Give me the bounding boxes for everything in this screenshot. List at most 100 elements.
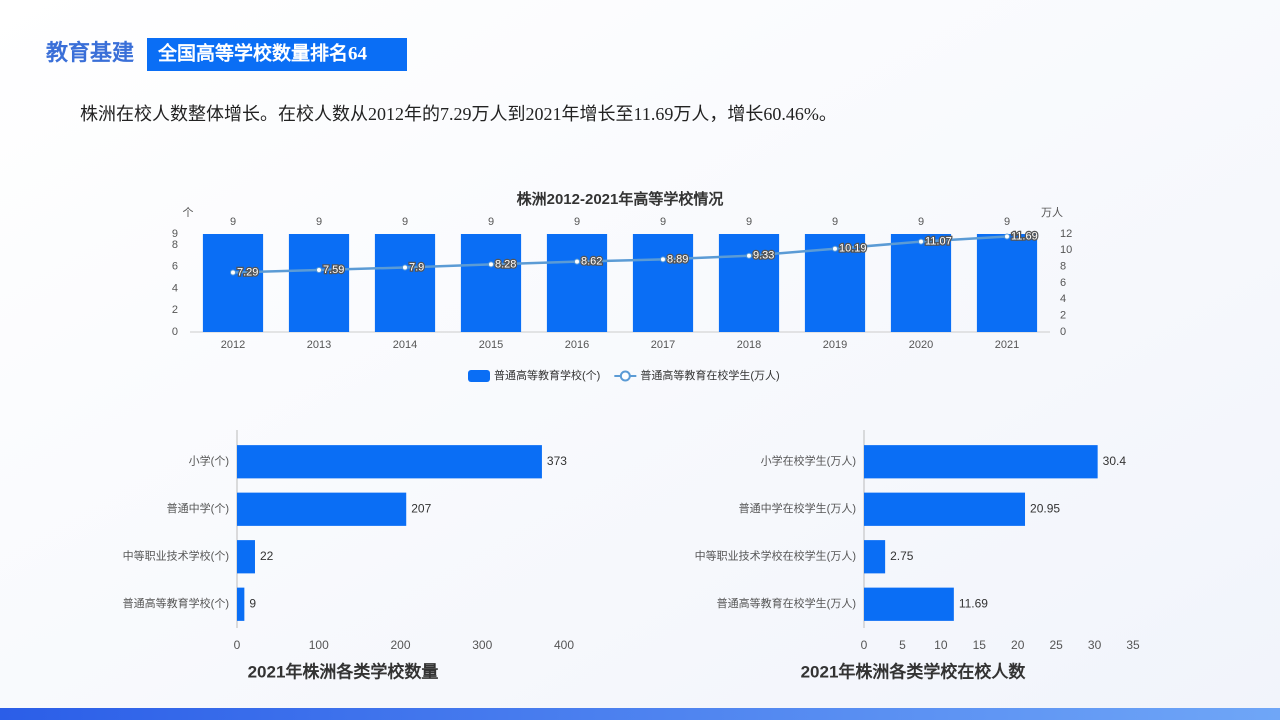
x-tick-label: 2013: [307, 339, 331, 351]
footer-bar: [0, 708, 1280, 720]
bar-value-label: 30.4: [1103, 454, 1127, 468]
x-tick-label: 2020: [909, 339, 933, 351]
y2-tick-label: 0: [1060, 326, 1066, 338]
bar: [864, 587, 954, 621]
bar: [237, 540, 255, 574]
bar: [632, 234, 694, 332]
x-tick-label: 0: [234, 638, 241, 652]
y-tick-label: 6: [172, 261, 178, 273]
page-title: 全国高等学校数量排名64: [157, 41, 368, 64]
line-marker: [1004, 233, 1010, 240]
line-marker: [230, 269, 236, 276]
section-label: 教育基建: [46, 40, 134, 65]
bar: [864, 445, 1098, 479]
x-tick-label: 2012: [221, 339, 245, 351]
y2-tick-label: 4: [1060, 293, 1066, 305]
x-tick-label: 2021: [995, 339, 1019, 351]
line-marker: [832, 245, 838, 252]
y-tick-label: 中等职业技术学校在校学生(万人): [695, 549, 856, 563]
description: 株洲在校人数整体增长。在校人数从2012年的7.29万人到2021年增长至11.…: [80, 104, 837, 124]
legend-marker: [619, 370, 631, 382]
bar: [374, 234, 436, 332]
y-tick-label: 中等职业技术学校(个): [123, 549, 229, 563]
bar-value-label: 9: [249, 596, 256, 610]
line-value-label: 11.07: [925, 236, 952, 248]
y-tick-label: 普通中学在校学生(万人): [739, 501, 856, 515]
x-tick-label: 5: [899, 638, 906, 652]
chart-title: 株洲2012-2021年高等学校情况: [517, 190, 724, 208]
bar: [237, 492, 407, 526]
y2-tick-label: 2: [1060, 310, 1066, 322]
bar: [237, 445, 542, 479]
line-value-label: 7.59: [323, 264, 344, 276]
y-axis-unit: 个: [183, 206, 194, 219]
legend-label: 普通高等教育学校(个): [494, 368, 600, 382]
bar-value-label: 9: [918, 216, 924, 228]
bar-value-label: 22: [260, 549, 274, 563]
y-tick-label: 4: [172, 282, 178, 294]
x-tick-label: 2018: [737, 339, 761, 351]
legend-label: 普通高等教育在校学生(万人): [640, 368, 779, 382]
legend-marker: [468, 370, 490, 382]
x-tick-label: 15: [973, 638, 987, 652]
bar: [890, 234, 952, 332]
bar: [864, 492, 1026, 526]
bar-value-label: 9: [746, 216, 752, 228]
line-marker: [918, 238, 924, 245]
line-marker: [660, 256, 666, 263]
x-tick-label: 100: [309, 638, 329, 652]
bar-value-label: 11.69: [959, 596, 988, 610]
y-tick-label: 普通中学(个): [167, 501, 229, 515]
x-tick-label: 200: [390, 638, 410, 652]
y-tick-label: 8: [172, 239, 178, 251]
line-marker: [402, 264, 408, 271]
y2-axis-unit: 万人: [1041, 206, 1063, 219]
bar: [718, 234, 780, 332]
line-value-label: 8.62: [581, 256, 602, 268]
bar: [202, 234, 264, 332]
line-marker: [574, 258, 580, 265]
x-tick-label: 25: [1049, 638, 1063, 652]
title-box: [147, 38, 407, 71]
x-tick-label: 10: [934, 638, 948, 652]
x-tick-label: 20: [1011, 638, 1025, 652]
bar-value-label: 9: [316, 216, 322, 228]
x-tick-label: 2016: [565, 339, 589, 351]
x-tick-label: 0: [861, 638, 868, 652]
y-tick-label: 0: [172, 326, 178, 338]
chart-title: 2021年株洲各类学校数量: [248, 661, 439, 681]
bar-value-label: 9: [574, 216, 580, 228]
bar: [976, 234, 1038, 332]
line-value-label: 11.69: [1011, 230, 1038, 242]
x-tick-label: 2014: [393, 339, 417, 351]
x-tick-label: 35: [1126, 638, 1140, 652]
x-tick-label: 30: [1088, 638, 1102, 652]
x-tick-label: 2015: [479, 339, 503, 351]
bar-value-label: 9: [488, 216, 494, 228]
line-value-label: 9.33: [753, 250, 774, 262]
line-value-label: 8.28: [495, 258, 516, 270]
y-tick-label: 2: [172, 304, 178, 316]
x-tick-label: 2019: [823, 339, 847, 351]
bar-value-label: 373: [547, 454, 567, 468]
bar: [237, 587, 245, 621]
y-tick-label: 小学(个): [189, 454, 229, 468]
x-tick-label: 2017: [651, 339, 675, 351]
y-tick-label: 普通高等教育在校学生(万人): [717, 596, 856, 610]
bar-value-label: 2.75: [890, 549, 914, 563]
chart-title: 2021年株洲各类学校在校人数: [801, 661, 1027, 681]
y-tick-label: 小学在校学生(万人): [761, 454, 856, 468]
y2-tick-label: 12: [1060, 228, 1072, 240]
line: [232, 235, 1008, 274]
y-tick-label: 普通高等教育学校(个): [123, 596, 229, 610]
line-value-label: 8.89: [667, 253, 688, 265]
line-marker: [746, 252, 752, 259]
y-tick-label: 9: [172, 228, 178, 240]
x-tick-label: 300: [472, 638, 492, 652]
x-tick-label: 400: [554, 638, 574, 652]
bar: [460, 234, 522, 332]
bar-value-label: 9: [230, 216, 236, 228]
bar-value-label: 9: [402, 216, 408, 228]
